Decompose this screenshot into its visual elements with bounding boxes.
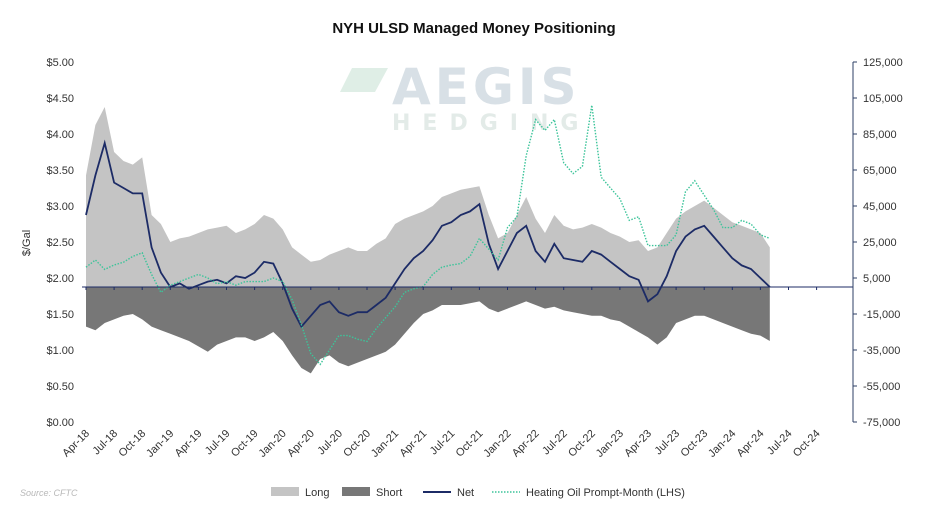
- left-tick-label: $5.00: [46, 57, 74, 69]
- area-long: [86, 107, 770, 287]
- right-tick-label: 65,000: [863, 165, 897, 177]
- x-tick-label: Jan-19: [144, 428, 176, 460]
- legend-label-short: Short: [376, 487, 402, 499]
- right-tick-label: 85,000: [863, 129, 897, 141]
- line-layer: [85, 105, 771, 366]
- right-tick-label: 5,000: [863, 273, 891, 285]
- right-tick-label: -35,000: [863, 345, 900, 357]
- watermark-logo: AEGIS HEDGING: [340, 58, 590, 136]
- x-tick-label: Oct-22: [566, 428, 598, 460]
- x-tick-label: Apr-22: [510, 428, 542, 460]
- x-tick-label: Oct-18: [116, 428, 148, 460]
- x-tick-label: Jul-21: [428, 428, 458, 458]
- x-tick-label: Apr-19: [173, 428, 205, 460]
- area-layer: [86, 107, 770, 374]
- line-heating-oil: [85, 105, 771, 366]
- x-tick-label: Jan-24: [706, 428, 738, 460]
- left-tick-label: $1.50: [46, 309, 74, 321]
- area-short: [86, 287, 770, 374]
- right-tick-label: -55,000: [863, 381, 900, 393]
- x-tick-label: Oct-21: [454, 428, 486, 460]
- x-tick-label: Jul-18: [91, 428, 121, 458]
- x-tick-label: Apr-18: [60, 428, 92, 460]
- x-tick-label: Apr-21: [397, 428, 429, 460]
- x-tick-label: Apr-24: [735, 428, 767, 460]
- left-tick-label: $1.00: [46, 345, 74, 357]
- right-tick-label: -15,000: [863, 309, 900, 321]
- x-tick-label: Apr-23: [622, 428, 654, 460]
- x-tick-label: Jul-20: [315, 428, 345, 458]
- right-tick-label: 105,000: [863, 93, 903, 105]
- x-tick-label: Jul-23: [653, 428, 683, 458]
- x-tick-label: Jul-19: [203, 428, 233, 458]
- y-axis-label: $/Gal: [21, 230, 33, 256]
- x-tick-label: Apr-20: [285, 428, 317, 460]
- x-tick-label: Oct-23: [678, 428, 710, 460]
- x-tick-label: Jul-24: [765, 428, 795, 458]
- x-tick-label: Jan-21: [369, 428, 401, 460]
- legend-swatch-long: [271, 487, 299, 496]
- x-tick-label: Jan-20: [257, 428, 289, 460]
- left-tick-label: $2.50: [46, 237, 74, 249]
- legend-label-net: Net: [457, 487, 474, 499]
- x-tick-label: Oct-20: [341, 428, 373, 460]
- right-tick-label: -75,000: [863, 417, 900, 429]
- right-tick-label: 45,000: [863, 201, 897, 213]
- left-tick-label: $2.00: [46, 273, 74, 285]
- left-tick-label: $3.00: [46, 201, 74, 213]
- legend: Long Short Net Heating Oil Prompt-Month …: [271, 487, 685, 499]
- right-tick-label: 25,000: [863, 237, 897, 249]
- x-tick-label: Jan-23: [594, 428, 626, 460]
- line-net: [85, 139, 771, 329]
- x-tick-label: Oct-24: [791, 428, 823, 460]
- legend-swatch-short: [342, 487, 370, 496]
- legend-label-long: Long: [305, 487, 329, 499]
- legend-label-heating-oil: Heating Oil Prompt-Month (LHS): [526, 487, 685, 499]
- x-tick-label: Oct-19: [229, 428, 261, 460]
- watermark-line2: HEDGING: [392, 111, 590, 136]
- left-tick-label: $3.50: [46, 165, 74, 177]
- x-tick-label: Jan-22: [481, 428, 513, 460]
- left-tick-label: $4.00: [46, 129, 74, 141]
- left-tick-label: $0.00: [46, 417, 74, 429]
- source-note: Source: CFTC: [20, 488, 78, 498]
- watermark-line1: AEGIS: [392, 58, 581, 116]
- left-tick-label: $4.50: [46, 93, 74, 105]
- axes-layer: [82, 61, 857, 423]
- left-tick-label: $0.50: [46, 381, 74, 393]
- x-tick-label: Jul-22: [540, 428, 570, 458]
- watermark-swoosh: [340, 68, 388, 92]
- right-tick-label: 125,000: [863, 57, 903, 69]
- chart-title: NYH ULSD Managed Money Positioning: [332, 20, 615, 37]
